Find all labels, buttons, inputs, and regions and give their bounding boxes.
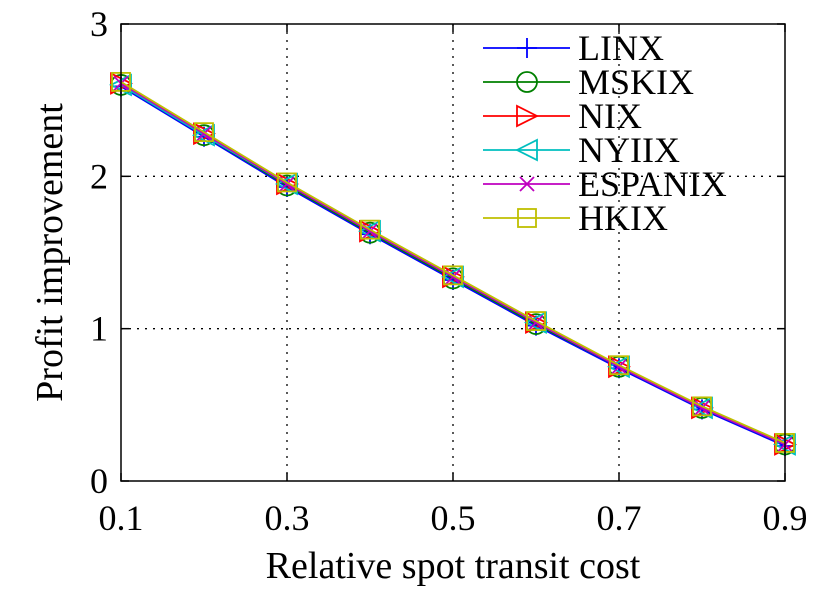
data-point [443, 265, 463, 286]
legend-item-linx: LINX [483, 28, 664, 68]
data-point [277, 172, 297, 193]
data-point [274, 172, 298, 196]
data-point [360, 219, 380, 240]
legend-marker [514, 138, 538, 162]
legend-label: NIX [578, 96, 642, 136]
data-point [689, 396, 713, 420]
series-espanix [113, 75, 793, 453]
legend-label: HKIX [578, 198, 668, 238]
y-tick-label: 2 [90, 156, 108, 196]
y-tick-label: 3 [90, 4, 108, 44]
legend-marker [517, 38, 537, 58]
legend-label: NYIIX [578, 130, 680, 170]
legend-label: ESPANIX [578, 164, 727, 204]
legend-item-hkix: HKIX [483, 198, 668, 238]
data-point [194, 122, 214, 143]
x-tick-label: 0.1 [99, 498, 144, 538]
y-tick-label: 0 [90, 461, 108, 501]
x-axis-label: Relative spot transit cost [266, 545, 641, 587]
data-point [357, 219, 381, 243]
data-point [692, 396, 712, 417]
data-point [526, 311, 546, 331]
y-tick-label: 1 [90, 309, 108, 349]
x-tick-label: 0.3 [265, 498, 310, 538]
legend-item-mskix: MSKIX [483, 62, 694, 102]
data-point [440, 265, 464, 289]
legend-marker [519, 176, 535, 192]
legend-item-nyiix: NYIIX [483, 130, 680, 170]
series-lines [108, 71, 798, 456]
legend-marker [516, 71, 538, 93]
data-point [609, 355, 629, 376]
x-tick-label: 0.7 [597, 498, 642, 538]
data-point [191, 123, 215, 147]
legend-marker [516, 104, 540, 128]
data-point [523, 311, 547, 335]
legend-label: MSKIX [578, 62, 694, 102]
y-axis-label: Profit improvement [29, 103, 71, 402]
data-point [193, 122, 217, 146]
legend-marker [517, 208, 537, 228]
x-tick-label: 0.5 [431, 498, 476, 538]
series-line [120, 81, 786, 444]
data-point [606, 355, 630, 379]
legend-label: LINX [578, 28, 664, 68]
legend-item-nix: NIX [483, 96, 642, 136]
grid-lines [121, 24, 785, 481]
axis-ticks: 0.1 0.3 0.5 0.7 0.9 0 1 2 3 [90, 4, 808, 538]
x-tick-label: 0.9 [763, 498, 808, 538]
legend-item-espanix: ESPANIX [483, 164, 727, 204]
